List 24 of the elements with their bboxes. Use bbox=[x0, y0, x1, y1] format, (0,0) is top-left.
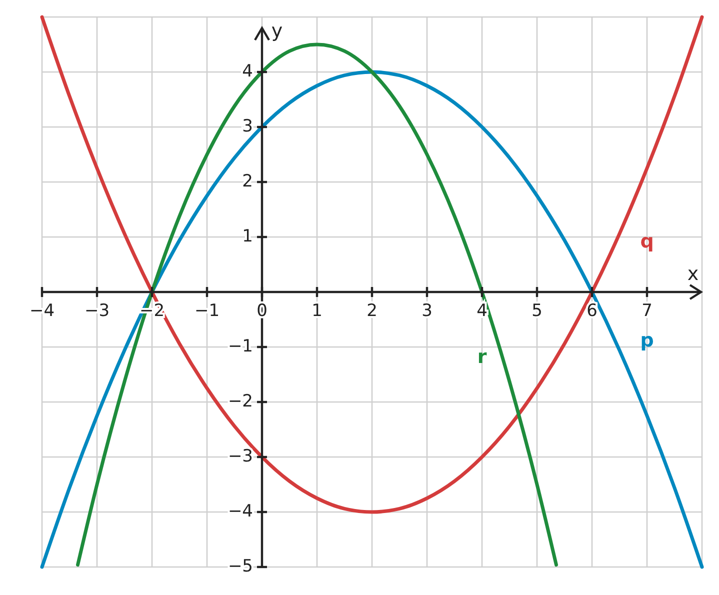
series-label: q bbox=[640, 230, 654, 253]
x-tick-label: −4 bbox=[29, 301, 55, 321]
x-tick-label: 7 bbox=[642, 301, 652, 321]
y-tick-label: −3 bbox=[228, 446, 253, 467]
y-tick-label: −4 bbox=[228, 502, 253, 522]
y-axis-title: y bbox=[271, 20, 283, 42]
y-tick-label: 1 bbox=[242, 226, 253, 247]
x-tick-label: 6 bbox=[586, 301, 598, 321]
x-tick-label: 1 bbox=[312, 301, 322, 321]
x-axis-title: x bbox=[687, 263, 699, 285]
x-tick-label: 4 bbox=[476, 301, 488, 321]
x-tick-label: 3 bbox=[422, 301, 432, 321]
x-tick-label: −3 bbox=[84, 301, 110, 321]
y-tick-label: 4 bbox=[242, 62, 253, 82]
y-tick-label: −1 bbox=[228, 336, 253, 357]
series-label: r bbox=[477, 346, 488, 368]
x-tick-label: 5 bbox=[532, 301, 542, 321]
series-label: p bbox=[640, 330, 654, 352]
y-tick-label: −2 bbox=[228, 392, 253, 412]
x-tick-label: 2 bbox=[366, 301, 378, 321]
y-tick-label: 2 bbox=[242, 172, 253, 192]
y-tick-label: −5 bbox=[228, 556, 253, 577]
x-tick-label: −1 bbox=[194, 301, 220, 321]
y-tick-label: 3 bbox=[242, 116, 253, 137]
